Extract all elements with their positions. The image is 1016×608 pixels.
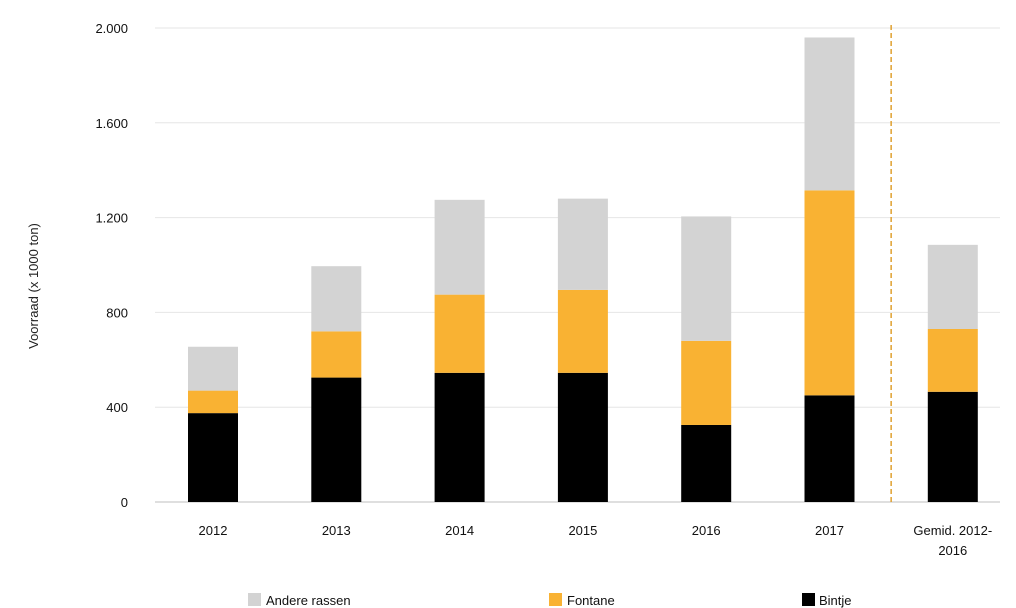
legend-layer: Andere rassen Fontane Bintje xyxy=(248,593,852,608)
bar-segment-andere-rassen xyxy=(311,266,362,332)
bar-segment-fontane xyxy=(557,289,608,373)
bars-layer xyxy=(188,37,978,502)
y-tick-label: 1.200 xyxy=(95,211,128,226)
y-tick-label: 1.600 xyxy=(95,116,128,131)
bar-segment-andere-rassen xyxy=(188,346,238,391)
x-tick-label: 2015 xyxy=(568,523,597,538)
x-tick-label: 2012 xyxy=(199,523,228,538)
bar-segment-bintje xyxy=(681,424,732,502)
bar-segment-fontane xyxy=(804,190,855,396)
y-axis-title: Voorraad (x 1000 ton) xyxy=(26,223,41,349)
legend-item-bintje: Bintje xyxy=(802,593,852,608)
x-tick-label: 2017 xyxy=(815,523,844,538)
x-tick-label: Gemid. 2012- xyxy=(913,523,992,538)
bar-segment-andere-rassen xyxy=(804,37,855,191)
y-tick-label: 800 xyxy=(106,305,128,320)
y-tick-label: 0 xyxy=(121,495,128,510)
bar-segment-fontane xyxy=(927,328,978,392)
x-tick-label: 2013 xyxy=(322,523,351,538)
bar-segment-andere-rassen xyxy=(681,216,732,341)
legend-item-andere-rassen: Andere rassen xyxy=(248,593,351,608)
legend-swatch xyxy=(802,593,815,606)
legend-label: Andere rassen xyxy=(266,593,351,608)
bar-segment-bintje xyxy=(434,372,485,502)
axis-layer: 0 400 800 1.200 1.600 2.000 2012 2013 2014 2015 20… xyxy=(95,21,992,558)
legend-item-fontane: Fontane xyxy=(549,593,615,608)
legend-label: Bintje xyxy=(819,593,852,608)
legend-label: Fontane xyxy=(567,593,615,608)
bar-segment-bintje xyxy=(311,377,362,502)
bar-segment-bintje xyxy=(557,372,608,502)
bar-segment-andere-rassen xyxy=(927,244,978,329)
bar-segment-fontane xyxy=(681,340,732,425)
bar-segment-bintje xyxy=(927,391,978,502)
bar-segment-bintje xyxy=(804,395,855,502)
legend-swatch xyxy=(549,593,562,606)
x-tick-label: 2014 xyxy=(445,523,474,538)
x-tick-label: 2016 xyxy=(938,543,967,558)
bar-segment-bintje xyxy=(188,413,238,502)
y-tick-label: 400 xyxy=(106,400,128,415)
bar-segment-fontane xyxy=(311,331,362,378)
y-tick-label: 2.000 xyxy=(95,21,128,36)
bar-segment-andere-rassen xyxy=(557,198,608,290)
legend-swatch xyxy=(248,593,261,606)
bar-segment-andere-rassen xyxy=(434,199,485,295)
x-tick-label: 2016 xyxy=(692,523,721,538)
bar-segment-fontane xyxy=(434,294,485,373)
bar-segment-fontane xyxy=(188,390,238,414)
